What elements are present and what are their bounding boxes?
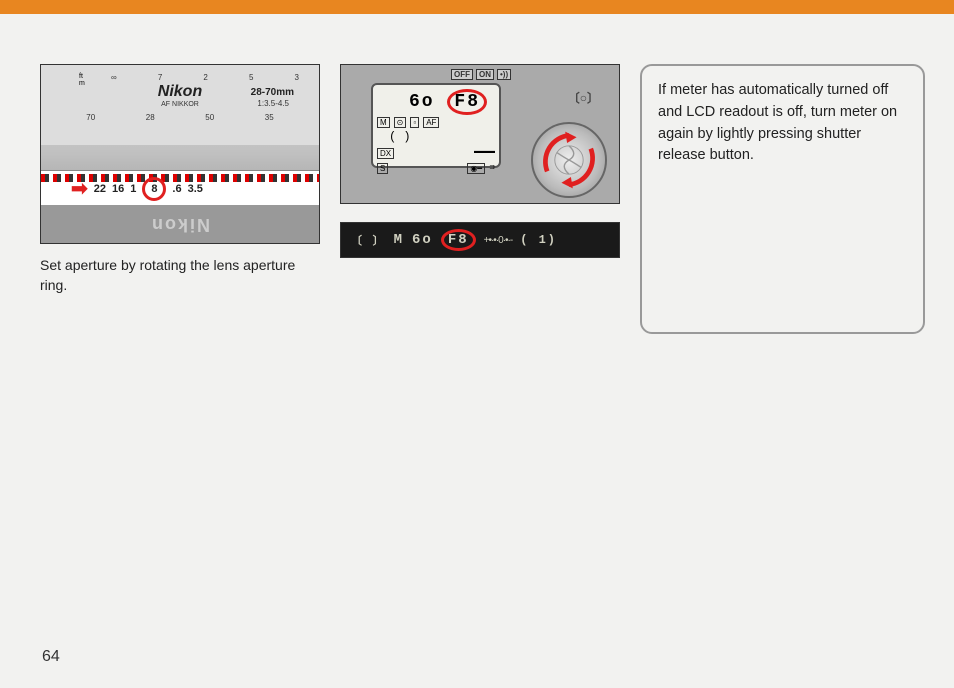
content-area: ftm ∞ 7 2 5 3 Nikon AF NIKKOR 28-70mm 1:… <box>0 14 954 334</box>
page-number: 64 <box>42 648 60 666</box>
lcd-readout-line5: S ◉━ ⊐ <box>377 163 495 174</box>
viewfinder-display: 〔 〕 M 6o F8 +•·•·0·•·- ( 1) <box>340 222 620 258</box>
lens-caption: Set aperture by rotating the lens apertu… <box>40 256 320 295</box>
nikon-logo-mirrored: Nikon <box>150 214 210 235</box>
command-dial <box>531 122 607 198</box>
right-column: If meter has automatically turned off an… <box>640 64 925 334</box>
aperture-ring: ➡ 22 16 1 8 .6 3.5 <box>41 170 319 208</box>
lens-focal-length: 28-70mm <box>251 87 294 98</box>
off-on-switch: OFF ON •)) <box>451 69 511 80</box>
lcd-readout-line2: M ⊙ ▫ AF <box>377 117 495 128</box>
lens-subtitle: AF NIKKOR <box>161 101 199 108</box>
lcd-readout-line4: DX ▬▬▬ <box>377 148 495 159</box>
focus-area-icon: ▫ <box>410 117 419 128</box>
lens-focal-scale: 70 28 50 35 <box>61 113 299 122</box>
info-note-box: If meter has automatically turned off an… <box>640 64 925 334</box>
metering-icon: ⊙ <box>394 117 407 128</box>
lcd-screen: 6o F8 M ⊙ ▫ AF ( ) DX ▬▬▬ S <box>371 83 501 168</box>
lcd-frame-count: ( ) <box>377 130 495 144</box>
middle-column: OFF ON •)) 〔○〕 6o F8 M ⊙ ▫ AF ( ) DX <box>340 64 620 258</box>
lcd-aperture-highlight: F8 <box>447 89 487 115</box>
vf-bracket-icon: 〔 〕 <box>351 232 386 248</box>
dial-arrows-icon <box>533 124 605 196</box>
vf-frame-count: ( 1) <box>520 233 557 247</box>
vf-exposure-scale: +•·•·0·•·- <box>484 235 513 246</box>
sound-icon: •)) <box>497 69 511 80</box>
lens-brand: Nikon <box>158 83 202 101</box>
vf-shutter: 6o <box>412 232 433 248</box>
top-orange-bar <box>0 0 954 14</box>
left-column: ftm ∞ 7 2 5 3 Nikon AF NIKKOR 28-70mm 1:… <box>40 64 320 295</box>
bracket-mode-icon: 〔○〕 <box>568 89 599 106</box>
lens-distance-numbers: ∞ 7 2 5 3 <box>111 73 299 82</box>
vf-aperture-highlight: F8 <box>441 229 476 251</box>
aperture-highlight-circle: 8 <box>142 177 166 201</box>
battery-icon: ▬▬▬ <box>474 148 495 159</box>
lens-top-area: ftm ∞ 7 2 5 3 Nikon AF NIKKOR 28-70mm 1:… <box>41 65 319 145</box>
lens-illustration: ftm ∞ 7 2 5 3 Nikon AF NIKKOR 28-70mm 1:… <box>40 64 320 244</box>
red-arrow-icon: ➡ <box>71 176 88 201</box>
aperture-numbers: ➡ 22 16 1 8 .6 3.5 <box>71 176 289 201</box>
film-canister-icon: ⊐ <box>489 163 495 174</box>
camera-body-bottom: Nikon <box>41 205 319 243</box>
ft-m-label: ftm <box>79 73 85 87</box>
lcd-illustration: OFF ON •)) 〔○〕 6o F8 M ⊙ ▫ AF ( ) DX <box>340 64 620 204</box>
vf-mode: M <box>394 232 404 248</box>
lcd-readout-line1: 6o F8 <box>377 89 495 115</box>
lens-aperture-ratio: 1:3.5-4.5 <box>257 99 289 108</box>
film-icon: ◉━ <box>467 163 485 174</box>
